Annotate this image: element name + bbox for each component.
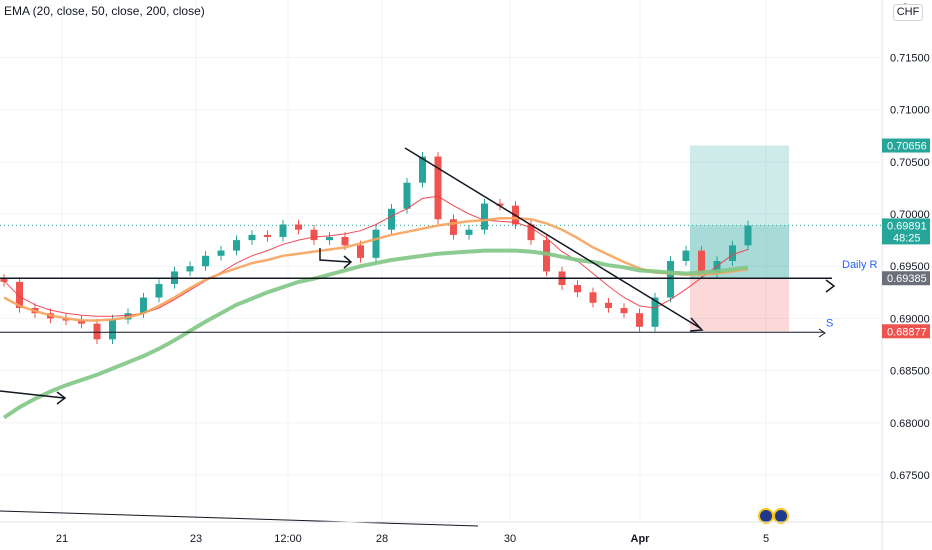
candle-body [620, 307, 628, 314]
y-tick-label: 0.70000 [890, 209, 930, 221]
candle-body [605, 302, 612, 308]
time-axis: 21 23 12:00 28 30 Apr 5 [0, 521, 932, 545]
y-tick-label: 0.70500 [890, 157, 930, 169]
candle-body [651, 297, 659, 327]
candle-body [496, 203, 504, 206]
candle-body [248, 234, 256, 241]
candle-body [729, 245, 736, 261]
event-flag-icon [773, 508, 789, 524]
stop-zone [690, 278, 789, 332]
trend-arrow [404, 147, 701, 329]
x-tick-label: 12:00 [274, 533, 302, 545]
small-arrow [319, 248, 351, 263]
stop-price-label: 0.68877 [887, 326, 927, 338]
candle-body [682, 250, 690, 261]
candle-body [713, 261, 721, 274]
y-tick-label: 0.71000 [890, 105, 930, 117]
ema-line-ema50 [3, 216, 749, 322]
candle-body [202, 255, 209, 267]
left-arrow [0, 390, 65, 399]
x-tick-label: Apr [631, 533, 651, 545]
y-tick-label: 0.68000 [890, 418, 930, 430]
candle-body [419, 156, 426, 183]
y-tick-label: 0.69500 [890, 261, 930, 273]
target-zone [690, 145, 789, 226]
candle-body [589, 292, 597, 303]
candle-body [279, 224, 287, 237]
candle-body [217, 250, 225, 256]
current-price-label-bg [882, 218, 930, 245]
x-tick-label: 23 [190, 533, 202, 545]
x-tick-label: 21 [56, 533, 68, 545]
drawings: Daily R S [0, 147, 878, 527]
candle-body [543, 240, 550, 272]
stop-price-label-bg [882, 324, 930, 339]
candle-body [341, 236, 349, 246]
candle-body [450, 219, 457, 235]
daily-r-price-label-bg [882, 271, 930, 286]
candle-body [636, 313, 643, 327]
daily-r-price-label: 0.69385 [887, 273, 927, 285]
candle-body [155, 283, 163, 298]
current-price-label-countdown: 48:25 [893, 232, 921, 244]
y-tick-label: 0.68500 [890, 366, 930, 378]
candle-body [667, 261, 674, 298]
candle-body [295, 224, 302, 230]
candle-body [481, 203, 488, 230]
candle-body [140, 297, 147, 314]
ema-line-ema20 [3, 195, 749, 317]
candle-body [372, 229, 380, 258]
candle-body [698, 250, 705, 274]
candle-body [109, 319, 116, 340]
candle-body [310, 229, 318, 241]
daily-r-arrowhead [825, 279, 836, 293]
currency-badge[interactable]: CHF [893, 4, 923, 21]
candle-body [574, 285, 581, 293]
bottom-trendline [0, 510, 479, 527]
event-flag-icon [758, 508, 774, 524]
candle-body [403, 182, 411, 209]
small-arrowhead [343, 255, 353, 269]
candle-body [527, 224, 535, 241]
candle-body [357, 245, 364, 258]
x-tick-label: 28 [376, 533, 388, 545]
indicator-legend: EMA (20, close, 50, close, 200, close) [4, 4, 205, 18]
x-tick-label: 30 [504, 533, 516, 545]
candle-body [326, 236, 333, 241]
current-price-label: 0.69891 [887, 220, 927, 232]
candle-body [93, 323, 101, 340]
target-price-label-bg [882, 138, 930, 153]
target-price-label: 0.70656 [887, 141, 927, 153]
price-axis: 0.71500 0.71000 0.70500 0.70000 0.69500 0.690… [881, 0, 932, 550]
s-arrowhead [818, 328, 826, 338]
y-tick-label: 0.67500 [890, 470, 930, 482]
candle-body [388, 208, 395, 230]
candle-body [78, 320, 85, 324]
s-label: S [826, 317, 833, 329]
daily-r-label: Daily R [842, 259, 878, 271]
y-tick-label: 0.69000 [890, 313, 930, 325]
candle-body [233, 240, 240, 251]
candles [0, 151, 752, 344]
trend-arrowhead [689, 317, 704, 332]
left-arrowhead [56, 391, 67, 405]
candle-body [264, 234, 271, 237]
candle-body [465, 229, 473, 235]
candle-body [16, 281, 23, 308]
ema-line-ema200 [2, 248, 749, 420]
candle-body [186, 266, 194, 272]
candle-body [434, 156, 442, 220]
x-tick-label: 5 [763, 533, 769, 545]
candle-body [0, 278, 8, 282]
y-tick-label: 0.71500 [890, 52, 930, 64]
candle-body [744, 225, 752, 246]
